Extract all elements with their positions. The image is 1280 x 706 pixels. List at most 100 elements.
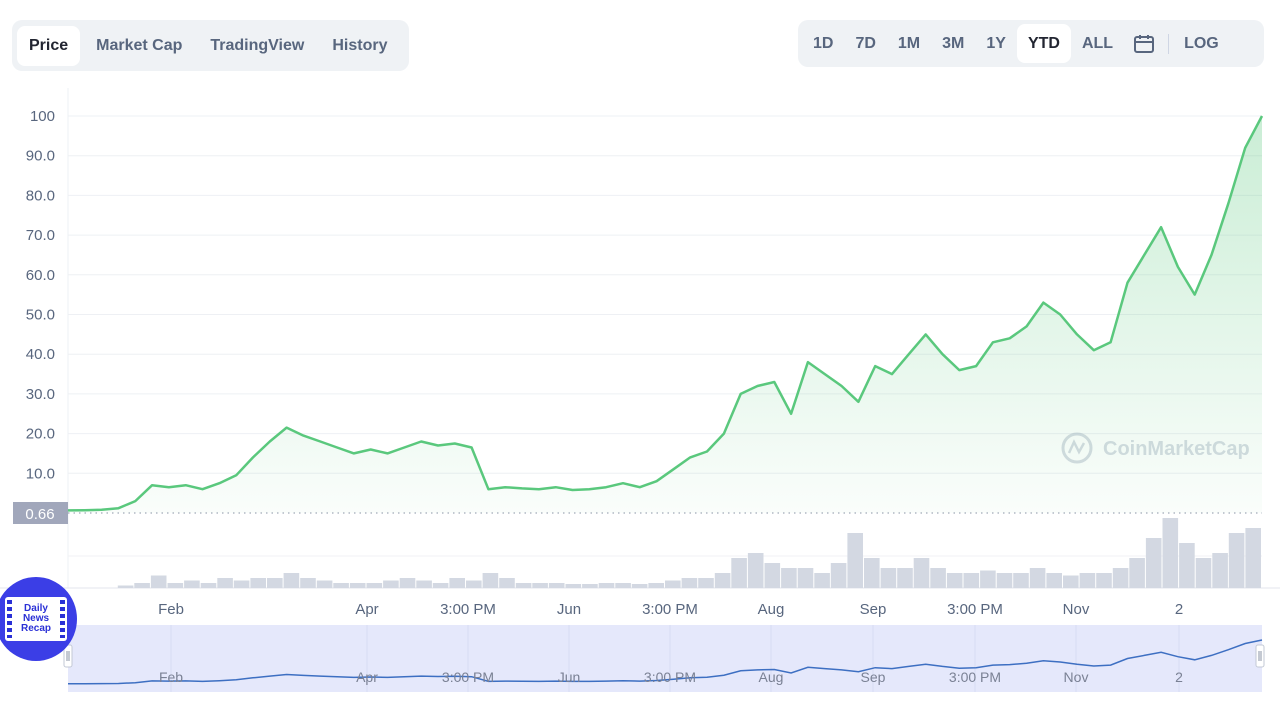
volume-bar [714,573,731,588]
navigator-tick-label: 2 [1175,669,1183,685]
volume-bar [316,580,333,588]
volume-bar [399,578,416,588]
volume-bar [267,578,283,588]
tab-price[interactable]: Price [17,25,81,66]
navigator-tick-label: Aug [759,669,784,685]
volume-bar [747,553,764,588]
x-tick-label: Apr [355,601,378,618]
volume-bar [1112,568,1129,588]
y-tick-label: 90.0 [26,148,55,165]
volume-bar [598,583,615,588]
y-tick-label: 20.0 [26,426,55,443]
y-tick-label: 100 [30,108,55,125]
volume-bar [631,584,648,588]
volume-bar [1145,538,1162,588]
current-price-label: 0.66 [25,506,54,523]
range-1y-button[interactable]: 1Y [986,34,1006,52]
volume-bar [1245,528,1261,588]
volume-bar [963,573,980,588]
y-tick-label: 50.0 [26,307,55,324]
range-all-button[interactable]: ALL [1081,34,1114,52]
volume-bar [996,573,1013,588]
tab-market-cap[interactable]: Market Cap [96,36,183,54]
volume-bar [830,563,847,588]
volume-bar [432,583,449,588]
calendar-button[interactable] [1124,24,1164,63]
current-price-tag [13,502,68,524]
calendar-icon [1134,34,1155,53]
volume-bar [449,578,465,588]
x-tick-label: 2 [1175,601,1183,618]
volume-bar [648,583,664,588]
navigator-tick-label: 3:00 PM [442,669,494,685]
navigator-handle[interactable] [1255,644,1265,668]
volume-bar [565,584,582,588]
navigator-tick-label: Nov [1064,669,1089,685]
volume-bar [1063,575,1079,588]
navigator-handle[interactable] [63,644,73,668]
navigator-tick-label: 3:00 PM [949,669,1001,685]
volume-bar [582,584,598,588]
x-tick-label: 3:00 PM [642,601,698,618]
range-1d-button[interactable]: 1D [813,34,834,52]
volume-bar [731,558,747,588]
navigator-tick-label: Jun [558,669,581,685]
volume-bar [250,578,266,588]
range-3m-button[interactable]: 3M [942,34,965,52]
x-tick-label: Aug [758,601,785,618]
volume-bar [1228,533,1245,588]
x-tick-label: Sep [860,601,887,618]
y-tick-label: 70.0 [26,227,55,244]
volume-bar [615,583,631,588]
volume-bar [913,558,930,588]
volume-bar [681,578,698,588]
volume-bar [482,573,499,588]
volume-bar [167,583,184,588]
volume-bar [184,580,200,588]
tab-tradingview[interactable]: TradingView [210,36,305,54]
volume-bar [117,585,134,588]
volume-bar [515,583,532,588]
volume-bar [847,533,863,588]
volume-bar [416,580,432,588]
volume-bar [698,578,714,588]
range-ytd-button[interactable]: YTD [1016,24,1071,63]
volume-bar [283,573,300,588]
navigator-handle-body [1255,644,1265,668]
navigator-tick-label: Feb [159,669,183,685]
range-1m-button[interactable]: 1M [897,34,921,52]
price-area [68,116,1262,513]
volume-bar [1046,573,1062,588]
y-tick-label: 10.0 [26,465,55,482]
volume-bar [349,583,366,588]
news-badge-line2: News [22,613,50,624]
tab-history[interactable]: History [332,36,388,54]
volume-bar [466,580,482,588]
navigator-tick-label: Sep [861,669,886,685]
volume-bar [665,580,681,588]
navigator-tick-label: Apr [356,669,378,685]
daily-news-recap-badge[interactable]: Daily News Recap [0,577,77,661]
volume-bar [1195,558,1212,588]
x-tick-label: Feb [158,601,184,618]
log-scale-button[interactable]: LOG [1184,34,1219,52]
range-divider [1168,33,1170,54]
navigator-tick-label: 3:00 PM [644,669,696,685]
volume-bar [897,568,913,588]
volume-bar [864,558,880,588]
range-7d-button[interactable]: 7D [855,34,876,52]
volume-bar [814,573,830,588]
volume-bar [781,568,797,588]
volume-bar [797,568,814,588]
volume-bar [300,578,316,588]
y-tick-label: 60.0 [26,267,55,284]
volume-bar [1179,543,1195,588]
volume-bar [1079,573,1096,588]
volume-bar [499,578,515,588]
volume-bar [548,583,565,588]
volume-bar [764,563,781,588]
volume-bar [1096,573,1112,588]
y-tick-label: 80.0 [26,187,55,204]
volume-bar [217,578,233,588]
